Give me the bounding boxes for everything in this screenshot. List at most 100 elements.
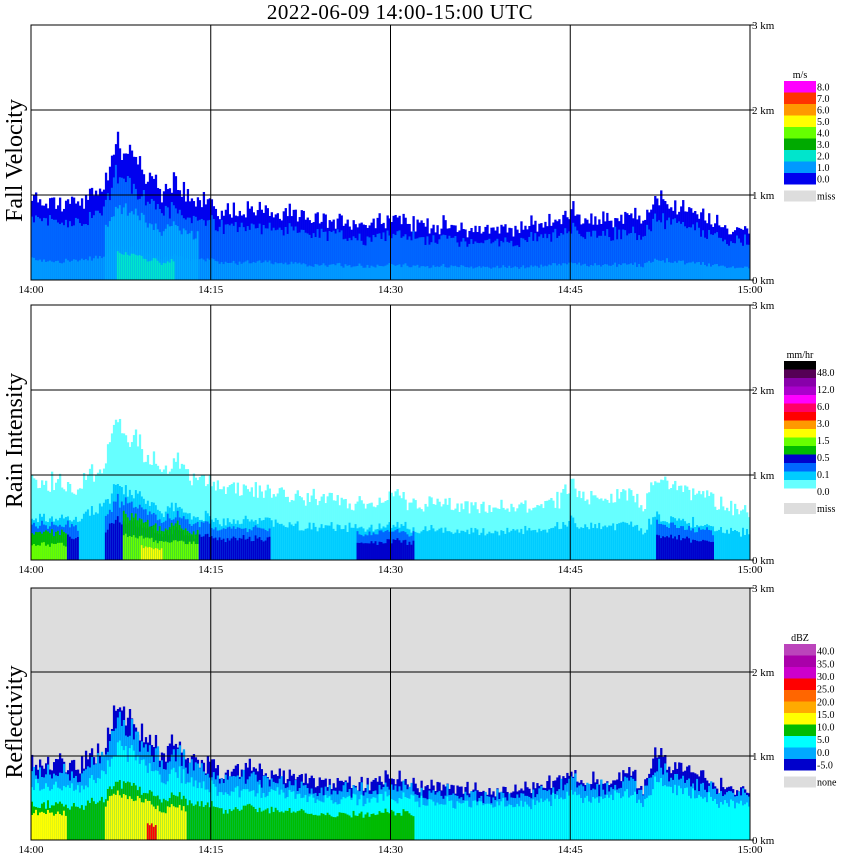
precip-cell bbox=[696, 540, 699, 560]
precip-cell bbox=[566, 264, 569, 280]
precip-cell bbox=[682, 222, 685, 280]
precip-cell bbox=[352, 266, 355, 280]
precip-cell bbox=[252, 806, 255, 840]
precip-cell bbox=[180, 234, 184, 280]
precip-cell bbox=[408, 267, 411, 280]
legend-label: 25.0 bbox=[817, 685, 835, 696]
precip-cell bbox=[172, 806, 176, 840]
precip-cell bbox=[390, 492, 393, 560]
precip-cell bbox=[624, 230, 627, 280]
precip-cell bbox=[584, 797, 587, 840]
precip-cell bbox=[56, 811, 60, 840]
precip-cell bbox=[88, 256, 92, 280]
precip-cell bbox=[266, 537, 269, 560]
precip-cell bbox=[440, 265, 443, 280]
precip-cell bbox=[230, 811, 234, 840]
precip-cell bbox=[176, 226, 180, 280]
precip-cell bbox=[542, 801, 545, 840]
precip-cell bbox=[664, 785, 667, 840]
precip-cell bbox=[606, 527, 609, 560]
precip-cell bbox=[594, 263, 597, 280]
precip-cell bbox=[204, 225, 208, 280]
precip-cell bbox=[320, 265, 323, 280]
precip-cell bbox=[444, 235, 447, 280]
precip-cell bbox=[156, 548, 160, 560]
precip-cell bbox=[372, 543, 375, 560]
precip-cell bbox=[436, 498, 439, 560]
precip-cell bbox=[40, 261, 44, 280]
precip-cell bbox=[348, 522, 351, 560]
precip-cell bbox=[278, 524, 281, 560]
precip-cell bbox=[730, 241, 733, 280]
precip-cell bbox=[38, 218, 42, 280]
precip-cell bbox=[238, 261, 242, 280]
precip-cell bbox=[420, 266, 423, 280]
precip-cell bbox=[458, 533, 461, 560]
precip-cell bbox=[48, 215, 52, 280]
precip-cell bbox=[278, 488, 281, 560]
precip-cell bbox=[662, 536, 665, 560]
precip-cell bbox=[120, 214, 124, 280]
precip-cell bbox=[266, 262, 269, 280]
precip-cell bbox=[536, 241, 539, 280]
precip-cell bbox=[486, 803, 489, 840]
precip-cell bbox=[338, 812, 341, 840]
precip-cell bbox=[520, 528, 523, 560]
precip-cell bbox=[612, 523, 615, 560]
precip-cell bbox=[664, 262, 667, 280]
precip-cell bbox=[252, 541, 255, 560]
precip-cell bbox=[232, 260, 236, 280]
legend-swatch bbox=[784, 776, 816, 788]
precip-cell bbox=[688, 795, 691, 840]
precip-cell bbox=[534, 804, 537, 840]
precip-cell bbox=[418, 533, 421, 560]
precip-cell bbox=[542, 266, 545, 280]
precip-cell bbox=[262, 810, 265, 840]
precip-cell bbox=[354, 238, 357, 280]
precip-cell bbox=[376, 544, 379, 560]
precip-cell bbox=[470, 239, 473, 280]
precip-cell bbox=[686, 486, 689, 560]
precip-cell bbox=[94, 512, 98, 560]
precip-cell bbox=[386, 230, 389, 280]
precip-cell bbox=[742, 267, 745, 280]
x-tick-label: 14:45 bbox=[558, 844, 584, 856]
precip-cell bbox=[290, 226, 293, 280]
precip-cell bbox=[704, 237, 707, 280]
precip-cell bbox=[192, 805, 196, 840]
legend-swatch bbox=[784, 667, 816, 679]
precip-cell bbox=[430, 524, 433, 560]
precip-cell bbox=[282, 812, 285, 840]
precip-cell bbox=[276, 810, 279, 840]
legend-label: 35.0 bbox=[817, 659, 835, 670]
precip-cell bbox=[132, 214, 136, 280]
precip-cell bbox=[718, 807, 721, 840]
precip-cell bbox=[62, 225, 66, 280]
precip-cell bbox=[526, 267, 529, 280]
precip-cell bbox=[332, 528, 335, 560]
y-tick-label: 3 km bbox=[752, 583, 775, 595]
precip-cell bbox=[466, 800, 469, 840]
precip-cell bbox=[570, 515, 573, 560]
precip-cell bbox=[586, 527, 589, 560]
precip-cell bbox=[426, 531, 429, 560]
precip-cell bbox=[304, 528, 307, 560]
precip-cell bbox=[746, 244, 749, 280]
precip-cell bbox=[366, 812, 369, 840]
precip-cell bbox=[708, 541, 711, 560]
precip-cell bbox=[666, 536, 669, 560]
precip-cell bbox=[708, 263, 711, 280]
precip-cell bbox=[62, 262, 66, 280]
precip-cell bbox=[124, 795, 128, 840]
precip-cell bbox=[362, 267, 365, 280]
legend-label: 40.0 bbox=[817, 647, 835, 658]
precip-cell bbox=[648, 229, 651, 280]
precip-cell bbox=[358, 263, 361, 280]
precip-cell bbox=[98, 256, 102, 280]
precip-cell bbox=[670, 534, 673, 560]
precip-cell bbox=[660, 479, 663, 560]
precip-cell bbox=[506, 806, 509, 840]
precip-cell bbox=[160, 548, 164, 560]
precip-cell bbox=[104, 806, 108, 840]
precip-cell bbox=[260, 262, 263, 280]
